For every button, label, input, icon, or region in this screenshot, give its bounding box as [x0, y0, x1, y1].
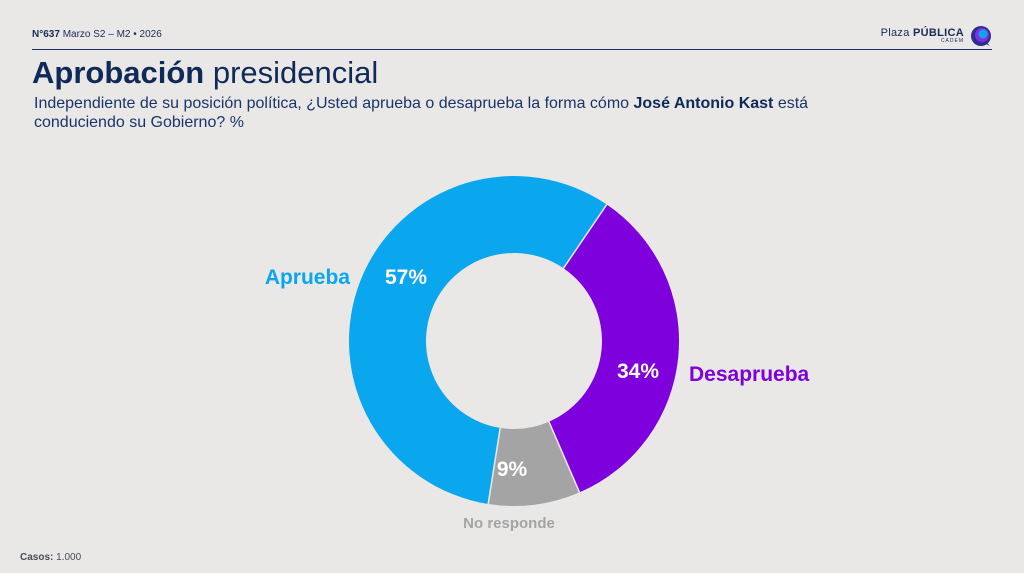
category-label-desaprueba: Desaprueba	[689, 363, 810, 386]
sample-size-label: Casos:	[20, 552, 54, 563]
slice-no-responde	[488, 421, 580, 506]
slice-separator	[562, 203, 608, 270]
page-title: Aprobación presidencial	[32, 55, 378, 91]
category-label-no-responde: No responde	[463, 515, 555, 532]
question-name: José Antonio Kast	[633, 95, 774, 112]
value-label-desaprueba: 34%	[617, 360, 659, 383]
brand-prefix: Plaza	[880, 27, 910, 39]
sample-size-value: 1.000	[56, 552, 82, 563]
survey-question: Independiente de su posición política, ¿…	[34, 94, 894, 132]
slice-aprueba	[348, 175, 607, 504]
brand-wordmark: Plaza PÚBLICA CADEM	[881, 28, 964, 44]
title-bold: Aprobación	[32, 55, 205, 90]
header-bar: N°637 Marzo S2 – M2 • 2026 Plaza PÚBLICA…	[32, 26, 992, 50]
question-part1: Independiente de su posición política, ¿…	[34, 95, 634, 112]
slice-separator	[487, 426, 502, 506]
edition-number: N°637	[32, 29, 60, 40]
question-part2: está conduciendo su Gobierno? %	[34, 95, 809, 131]
edition-info: N°637 Marzo S2 – M2 • 2026	[32, 29, 162, 40]
category-label-aprueba: Aprueba	[265, 266, 351, 289]
brand-logo: Plaza PÚBLICA CADEM	[881, 23, 992, 49]
value-label-no-responde: 9%	[497, 458, 528, 481]
value-label-aprueba: 57%	[385, 266, 427, 289]
brand-name: Plaza PÚBLICA	[881, 28, 964, 39]
slice-separator	[547, 420, 581, 494]
speech-bubble-icon	[971, 26, 991, 46]
slice-desaprueba	[548, 204, 679, 493]
edition-period: Marzo S2 – M2 • 2026	[62, 29, 162, 40]
brand-sub: CADEM	[940, 38, 964, 44]
title-regular: presidencial	[212, 55, 379, 90]
brand-strong: PÚBLICA	[913, 27, 964, 39]
sample-size: Casos: 1.000	[20, 552, 81, 563]
